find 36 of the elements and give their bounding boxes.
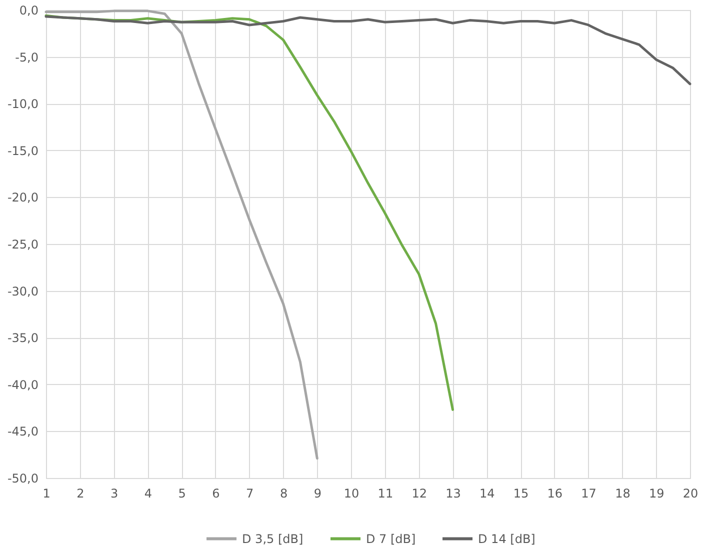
line-series bbox=[44, 15, 692, 86]
y-tick-label: -35,0 bbox=[7, 331, 38, 346]
x-tick-label: 17 bbox=[581, 486, 596, 500]
x-tick-label: 15 bbox=[513, 486, 529, 500]
line-series bbox=[44, 10, 318, 460]
y-tick-label: -50,0 bbox=[7, 472, 38, 486]
y-tick-label: -30,0 bbox=[7, 284, 38, 298]
y-tick-label: -10,0 bbox=[7, 97, 38, 112]
y-tick-label: -40,0 bbox=[7, 378, 38, 392]
x-tick-label: 19 bbox=[648, 486, 664, 500]
x-tick-label: 10 bbox=[344, 486, 360, 500]
y-tick-label: -15,0 bbox=[7, 144, 38, 158]
x-tick-label: 3 bbox=[110, 486, 118, 500]
legend-label: D 7 [dB] bbox=[366, 532, 416, 545]
x-tick-label: 6 bbox=[212, 486, 220, 500]
x-tick-label: 9 bbox=[314, 486, 322, 500]
y-tick-label: 0,0 bbox=[19, 4, 38, 18]
legend-label: D 14 [dB] bbox=[478, 532, 536, 545]
x-tick-label: 7 bbox=[246, 486, 254, 500]
legend-label: D 3,5 [dB] bbox=[242, 532, 304, 545]
x-tick-label: 11 bbox=[378, 486, 394, 500]
x-tick-label: 2 bbox=[76, 486, 84, 500]
y-tick-label: -45,0 bbox=[7, 424, 38, 439]
x-tick-label: 14 bbox=[479, 486, 495, 500]
x-tick-label: 16 bbox=[547, 486, 563, 500]
x-tick-label: 1 bbox=[42, 486, 50, 500]
x-tick-label: 13 bbox=[446, 486, 461, 500]
y-tick-label: -25,0 bbox=[7, 238, 38, 252]
x-tick-label: 12 bbox=[412, 486, 427, 500]
y-tick-label: -5,0 bbox=[15, 50, 38, 64]
x-tick-label: 4 bbox=[144, 486, 152, 500]
x-tick-label: 20 bbox=[682, 486, 698, 500]
x-tick-label: 18 bbox=[615, 486, 630, 500]
x-tick-label: 8 bbox=[280, 486, 288, 500]
y-tick-label: -20,0 bbox=[7, 190, 38, 205]
x-tick-label: 5 bbox=[178, 486, 186, 500]
